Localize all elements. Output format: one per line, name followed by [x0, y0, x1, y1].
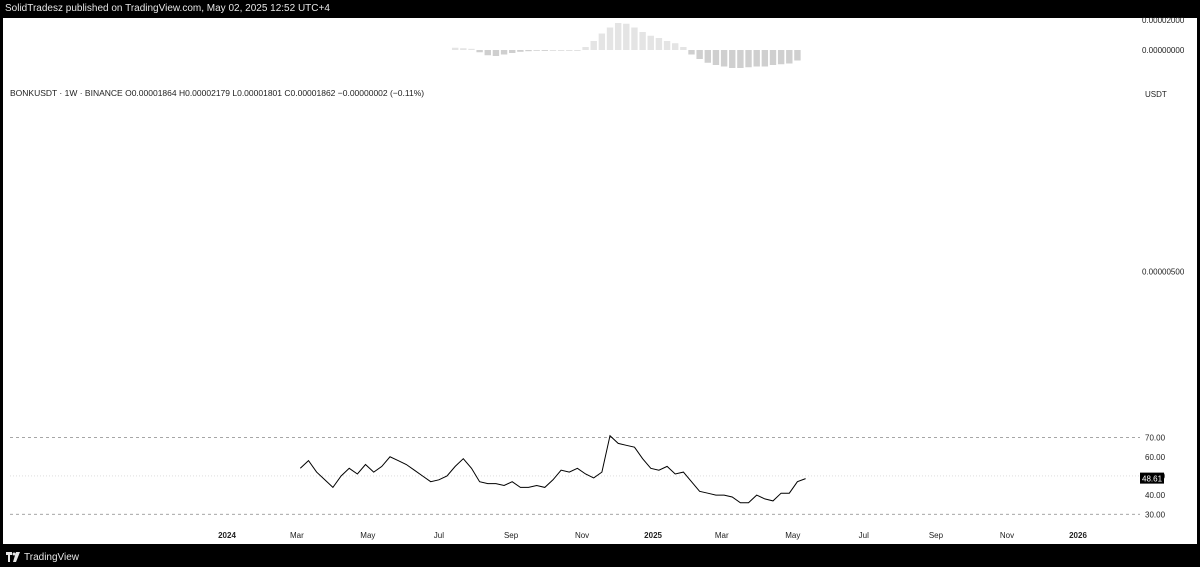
- histogram-bar: [720, 50, 728, 67]
- x-tick-label: Mar: [290, 531, 304, 540]
- rsi-tick-label: 30.00: [1145, 510, 1166, 519]
- histogram-bar: [549, 50, 557, 51]
- histogram-bar: [777, 50, 785, 65]
- histogram-bar: [786, 50, 793, 64]
- histogram-bar: [574, 50, 581, 51]
- currency-label: USDT: [1145, 90, 1167, 99]
- histogram-bar: [631, 27, 638, 50]
- x-tick-label: Mar: [715, 531, 729, 540]
- x-tick-label: May: [360, 531, 375, 540]
- x-tick-label: Sep: [929, 531, 944, 540]
- tradingview-logo-icon: [6, 552, 20, 562]
- histogram-bar: [557, 50, 565, 51]
- histogram-bar: [492, 50, 500, 56]
- histogram-bar: [794, 50, 801, 61]
- histogram-bar: [623, 23, 630, 50]
- histogram-bar: [655, 38, 663, 50]
- histogram-bar: [606, 27, 614, 50]
- rsi-value-tag: [1140, 472, 1164, 484]
- histogram-bar: [737, 50, 744, 68]
- histogram-bar: [680, 47, 687, 50]
- histogram-bar: [647, 35, 654, 50]
- publisher-line: SolidTradesz published on TradingView.co…: [5, 3, 330, 14]
- histogram-bar: [598, 33, 606, 50]
- footer: TradingView: [6, 549, 79, 565]
- footer-brand: TradingView: [24, 551, 80, 563]
- chart-panel[interactable]: [3, 18, 1197, 544]
- histogram-tick-label: 0.00000000: [1142, 46, 1185, 55]
- x-tick-label: Nov: [1000, 531, 1014, 540]
- x-tick-label: 2025: [644, 531, 662, 540]
- rsi-tick-label: 60.00: [1145, 453, 1166, 462]
- rsi-value-tag-text: 48.61: [1142, 475, 1163, 484]
- rsi-line: [299, 434, 806, 504]
- histogram-bar: [468, 48, 475, 50]
- histogram-bar: [712, 50, 720, 65]
- histogram-bar: [533, 50, 540, 51]
- histogram-bar: [525, 50, 532, 52]
- histogram-bar: [509, 50, 516, 53]
- histogram-bar: [696, 50, 703, 59]
- histogram-bar: [451, 47, 459, 50]
- price-tick-label: 0.00000500: [1142, 267, 1185, 276]
- histogram-bar: [688, 50, 695, 55]
- histogram-bar: [476, 50, 483, 53]
- histogram-bar: [769, 50, 777, 65]
- x-tick-label: Nov: [575, 531, 589, 540]
- rsi-tick-label: 40.00: [1145, 491, 1166, 500]
- histogram-bar: [517, 50, 524, 52]
- histogram-bar: [672, 43, 679, 50]
- histogram-tick-label: 0.00002000: [1142, 16, 1185, 25]
- x-tick-label: Jul: [434, 531, 444, 540]
- histogram-bar: [614, 23, 622, 50]
- histogram-bar: [761, 50, 769, 67]
- histogram-bar: [590, 41, 597, 50]
- histogram-bar: [663, 41, 671, 50]
- x-tick-label: May: [785, 531, 800, 540]
- histogram-bar: [566, 50, 573, 51]
- histogram-bar: [729, 50, 736, 68]
- x-tick-label: Sep: [504, 531, 519, 540]
- ohlc-legend: BONKUSDT · 1W · BINANCE O0.00001864 H0.0…: [10, 88, 425, 98]
- histogram-bar: [500, 50, 508, 55]
- x-tick-label: 2024: [218, 531, 236, 540]
- x-tick-label: 2026: [1069, 531, 1087, 540]
- histogram-bar: [704, 50, 711, 63]
- histogram-bar: [745, 50, 752, 68]
- histogram-bar: [639, 32, 646, 50]
- histogram-bar: [753, 50, 760, 67]
- histogram-bar: [484, 50, 491, 56]
- rsi-tick-label: 70.00: [1145, 434, 1166, 443]
- histogram-bar: [460, 48, 467, 50]
- x-tick-label: Jul: [859, 531, 869, 540]
- histogram-bar: [582, 47, 589, 50]
- histogram-bar: [541, 50, 549, 51]
